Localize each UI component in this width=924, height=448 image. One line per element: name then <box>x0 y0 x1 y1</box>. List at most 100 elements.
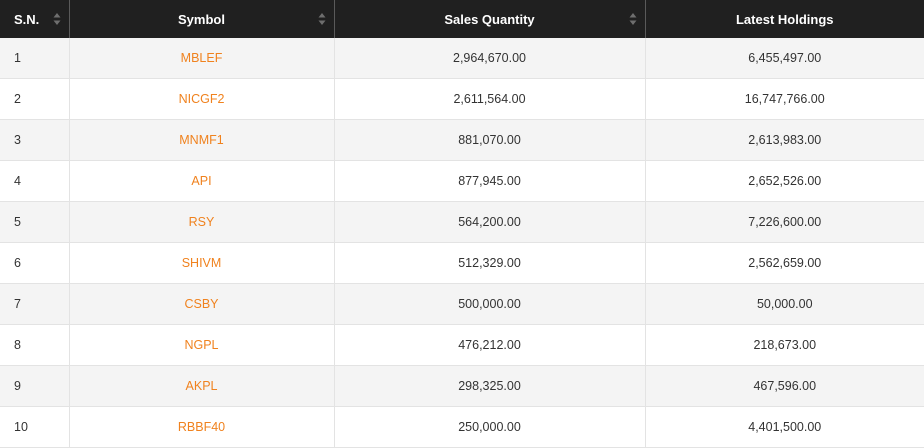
symbol-link[interactable]: CSBY <box>184 297 219 311</box>
latest-holdings-value: 4,401,500.00 <box>748 420 822 434</box>
latest-holdings-cell: 218,673.00 <box>645 324 924 366</box>
table-header: S.N. Symbol Sales Quantity Latest Holdin… <box>0 0 924 38</box>
sn-value: 5 <box>14 215 21 229</box>
symbol-cell: MBLEF <box>69 38 335 79</box>
latest-holdings-cell: 7,226,600.00 <box>645 201 924 243</box>
table-row: 7 CSBY 500,000.00 50,000.00 <box>0 283 924 325</box>
latest-holdings-cell: 6,455,497.00 <box>645 38 924 79</box>
latest-holdings-cell: 50,000.00 <box>645 283 924 325</box>
symbol-cell: API <box>69 160 335 202</box>
symbol-link[interactable]: NICGF2 <box>178 92 225 106</box>
latest-holdings-cell: 2,562,659.00 <box>645 242 924 284</box>
column-header-sn-label: S.N. <box>14 11 40 27</box>
sales-quantity-cell: 881,070.00 <box>334 119 646 161</box>
latest-holdings-value: 50,000.00 <box>756 297 813 311</box>
sn-value: 8 <box>14 338 21 352</box>
sn-cell: 4 <box>0 160 70 202</box>
sales-quantity-value: 877,945.00 <box>458 174 521 188</box>
symbol-cell: NICGF2 <box>69 78 335 120</box>
sn-cell: 7 <box>0 283 70 325</box>
sales-quantity-value: 476,212.00 <box>458 338 521 352</box>
table-row: 2 NICGF2 2,611,564.00 16,747,766.00 <box>0 78 924 120</box>
sn-cell: 2 <box>0 78 70 120</box>
column-header-latest-holdings-label: Latest Holdings <box>735 11 834 27</box>
symbol-cell: AKPL <box>69 365 335 407</box>
symbol-link[interactable]: SHIVM <box>181 256 222 270</box>
sn-cell: 3 <box>0 119 70 161</box>
latest-holdings-cell: 467,596.00 <box>645 365 924 407</box>
column-header-sales-quantity-label: Sales Quantity <box>444 11 535 27</box>
sales-quantity-value: 512,329.00 <box>458 256 521 270</box>
sort-icon[interactable] <box>318 12 326 26</box>
sn-cell: 5 <box>0 201 70 243</box>
latest-holdings-value: 16,747,766.00 <box>744 92 825 106</box>
sales-quantity-value: 250,000.00 <box>458 420 521 434</box>
sales-quantity-value: 2,964,670.00 <box>453 51 526 65</box>
sales-quantity-cell: 2,611,564.00 <box>334 78 646 120</box>
symbol-link[interactable]: MNMF1 <box>179 133 224 147</box>
sort-icon[interactable] <box>629 12 637 26</box>
sn-cell: 9 <box>0 365 70 407</box>
sn-cell: 6 <box>0 242 70 284</box>
table-row: 4 API 877,945.00 2,652,526.00 <box>0 160 924 202</box>
table-row: 5 RSY 564,200.00 7,226,600.00 <box>0 201 924 243</box>
sales-quantity-cell: 476,212.00 <box>334 324 646 366</box>
sales-quantity-cell: 2,964,670.00 <box>334 38 646 79</box>
sales-quantity-cell: 564,200.00 <box>334 201 646 243</box>
symbol-link[interactable]: MBLEF <box>180 51 223 65</box>
latest-holdings-value: 2,652,526.00 <box>748 174 822 188</box>
table-row: 6 SHIVM 512,329.00 2,562,659.00 <box>0 242 924 284</box>
sn-cell: 10 <box>0 406 70 448</box>
sn-value: 9 <box>14 379 21 393</box>
sales-quantity-cell: 512,329.00 <box>334 242 646 284</box>
symbol-link[interactable]: RSY <box>188 215 215 229</box>
sort-icon[interactable] <box>53 12 61 26</box>
latest-holdings-value: 2,562,659.00 <box>748 256 822 270</box>
latest-holdings-cell: 2,652,526.00 <box>645 160 924 202</box>
header-row: S.N. Symbol Sales Quantity Latest Holdin… <box>0 0 924 38</box>
symbol-cell: CSBY <box>69 283 335 325</box>
symbol-cell: NGPL <box>69 324 335 366</box>
sn-value: 3 <box>14 133 21 147</box>
sales-quantity-value: 881,070.00 <box>458 133 521 147</box>
latest-holdings-value: 467,596.00 <box>753 379 817 393</box>
symbol-link[interactable]: API <box>191 174 212 188</box>
latest-holdings-value: 218,673.00 <box>753 338 817 352</box>
column-header-sn[interactable]: S.N. <box>0 0 70 38</box>
sales-quantity-cell: 250,000.00 <box>334 406 646 448</box>
sales-quantity-cell: 877,945.00 <box>334 160 646 202</box>
symbol-link[interactable]: RBBF40 <box>177 420 226 434</box>
table-row: 1 MBLEF 2,964,670.00 6,455,497.00 <box>0 38 924 79</box>
column-header-latest-holdings[interactable]: Latest Holdings <box>645 0 924 38</box>
sn-cell: 1 <box>0 38 70 79</box>
latest-holdings-cell: 4,401,500.00 <box>645 406 924 448</box>
table-row: 3 MNMF1 881,070.00 2,613,983.00 <box>0 119 924 161</box>
sales-quantity-value: 298,325.00 <box>458 379 521 393</box>
sn-value: 1 <box>14 51 21 65</box>
latest-holdings-cell: 2,613,983.00 <box>645 119 924 161</box>
table-row: 10 RBBF40 250,000.00 4,401,500.00 <box>0 406 924 448</box>
sn-value: 4 <box>14 174 21 188</box>
table-body: 1 MBLEF 2,964,670.00 6,455,497.00 2 NICG… <box>0 38 924 448</box>
table-row: 8 NGPL 476,212.00 218,673.00 <box>0 324 924 366</box>
symbol-cell: RSY <box>69 201 335 243</box>
sn-value: 2 <box>14 92 21 106</box>
latest-holdings-cell: 16,747,766.00 <box>645 78 924 120</box>
symbol-cell: RBBF40 <box>69 406 335 448</box>
column-header-symbol[interactable]: Symbol <box>69 0 335 38</box>
sn-cell: 8 <box>0 324 70 366</box>
symbol-link[interactable]: NGPL <box>184 338 219 352</box>
sn-value: 6 <box>14 256 21 270</box>
sales-quantity-cell: 500,000.00 <box>334 283 646 325</box>
column-header-sales-quantity[interactable]: Sales Quantity <box>334 0 646 38</box>
sales-quantity-cell: 298,325.00 <box>334 365 646 407</box>
latest-holdings-value: 6,455,497.00 <box>748 51 822 65</box>
symbol-cell: MNMF1 <box>69 119 335 161</box>
sales-quantity-value: 500,000.00 <box>458 297 521 311</box>
sn-value: 10 <box>14 420 28 434</box>
latest-holdings-value: 7,226,600.00 <box>748 215 822 229</box>
symbol-cell: SHIVM <box>69 242 335 284</box>
column-header-symbol-label: Symbol <box>178 11 225 27</box>
symbol-link[interactable]: AKPL <box>185 379 218 393</box>
